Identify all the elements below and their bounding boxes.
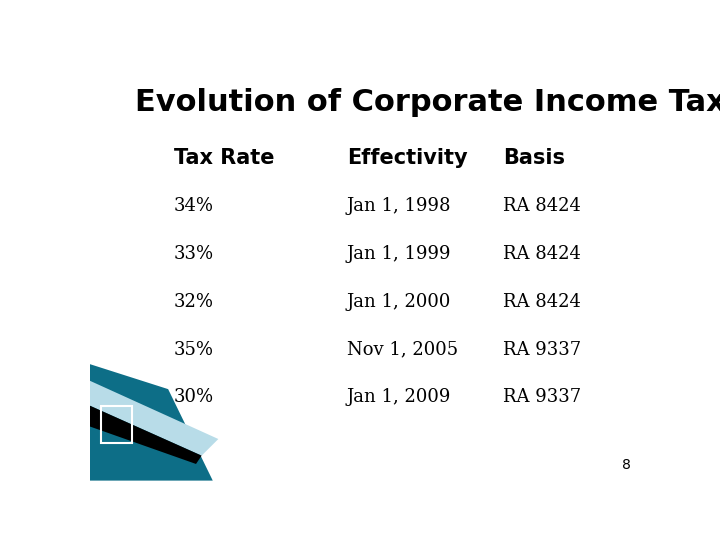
Polygon shape xyxy=(90,406,202,464)
Text: RA 9337: RA 9337 xyxy=(503,388,581,407)
Text: 30%: 30% xyxy=(174,388,214,407)
Text: 33%: 33% xyxy=(174,245,214,263)
Text: RA 8424: RA 8424 xyxy=(503,245,581,263)
Text: Tax Rate: Tax Rate xyxy=(174,148,274,168)
Text: Jan 1, 2009: Jan 1, 2009 xyxy=(347,388,451,407)
Text: 32%: 32% xyxy=(174,293,214,311)
Text: Nov 1, 2005: Nov 1, 2005 xyxy=(347,341,458,359)
Text: 8: 8 xyxy=(622,458,631,472)
Text: 35%: 35% xyxy=(174,341,214,359)
Text: Basis: Basis xyxy=(503,148,565,168)
Text: RA 9337: RA 9337 xyxy=(503,341,581,359)
Text: RA 8424: RA 8424 xyxy=(503,197,581,215)
Text: 34%: 34% xyxy=(174,197,214,215)
Text: RA 8424: RA 8424 xyxy=(503,293,581,311)
Text: Evolution of Corporate Income Tax Rate: Evolution of Corporate Income Tax Rate xyxy=(135,87,720,117)
Text: Jan 1, 2000: Jan 1, 2000 xyxy=(347,293,451,311)
Polygon shape xyxy=(90,381,218,456)
Polygon shape xyxy=(90,364,213,481)
Text: Jan 1, 1998: Jan 1, 1998 xyxy=(347,197,451,215)
Text: Jan 1, 1999: Jan 1, 1999 xyxy=(347,245,451,263)
Text: Effectivity: Effectivity xyxy=(347,148,467,168)
